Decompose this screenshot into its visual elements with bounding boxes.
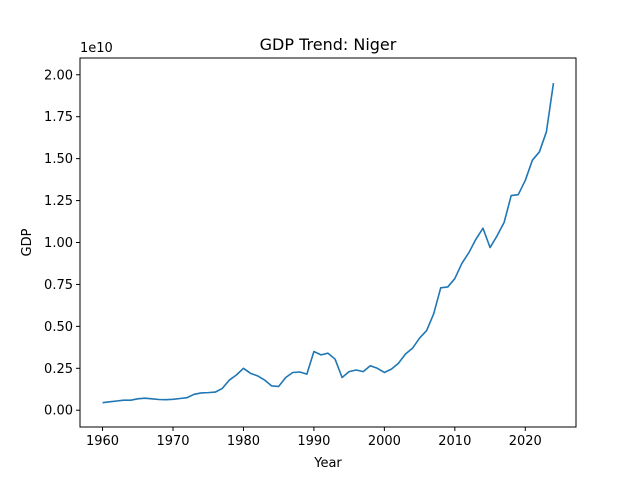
x-tick-label: 2020 xyxy=(509,434,542,449)
y-tick-label: 0.75 xyxy=(44,278,73,293)
y-tick-label: 0.50 xyxy=(44,320,73,335)
y-tick-label: 1.25 xyxy=(44,194,73,209)
y-tick-label: 1.50 xyxy=(44,152,73,167)
x-tick-label: 2000 xyxy=(368,434,401,449)
axes-frame xyxy=(79,57,577,428)
x-axis-label: Year xyxy=(313,456,342,471)
x-tick-label: 2010 xyxy=(438,434,471,449)
x-tick-label: 1980 xyxy=(227,434,260,449)
y-tick-label: 0.25 xyxy=(44,362,73,377)
y-tick-label: 2.00 xyxy=(44,68,73,83)
plot-area xyxy=(102,83,555,404)
y-tick-label: 1.00 xyxy=(44,236,73,251)
x-tick-label: 1970 xyxy=(156,434,189,449)
y-tick-label: 0.00 xyxy=(44,404,73,419)
y-axis-ticks: 0.00 0.25 0.50 0.75 1.00 1.25 1.50 1.75 2.00 xyxy=(44,68,80,419)
chart-title: GDP Trend: Niger xyxy=(260,35,397,54)
x-tick-label: 1990 xyxy=(297,434,330,449)
y-tick-label: 1.75 xyxy=(44,110,73,125)
x-axis-ticks: 1960 1970 1980 1990 2000 2010 2020 xyxy=(86,427,542,449)
x-tick-label: 1960 xyxy=(86,434,119,449)
y-axis-offset-label: 1e10 xyxy=(80,41,113,56)
gdp-series-line xyxy=(102,83,555,404)
y-axis-label: GDP xyxy=(20,228,35,256)
